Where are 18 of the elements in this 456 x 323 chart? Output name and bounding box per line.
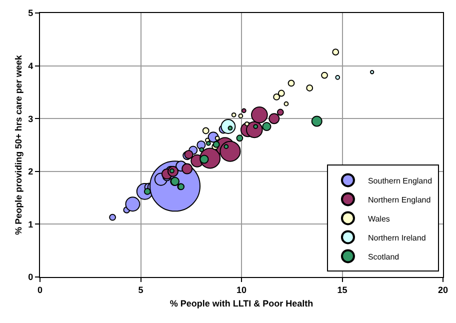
y-axis-title: % People providing 50+ hrs care per week <box>14 54 24 235</box>
x-tick-label: 5 <box>138 284 144 295</box>
x-axis-title: % People with LLTI & Poor Health <box>170 298 314 309</box>
legend-label: Southern England <box>368 176 432 186</box>
x-tick-label: 10 <box>236 284 247 295</box>
legend-label: Northern England <box>368 195 431 204</box>
y-tick-label: 3 <box>28 114 34 124</box>
x-tick-label: 15 <box>337 284 348 295</box>
y-tick-label: 2 <box>28 166 34 177</box>
legend-label: Wales <box>368 214 390 224</box>
x-tick-label: 20 <box>438 284 448 295</box>
y-tick-label: 0 <box>28 272 34 282</box>
x-tick-label: 0 <box>37 284 43 295</box>
legend-label: Scotland <box>368 252 400 262</box>
y-tick-label: 1 <box>28 219 34 230</box>
y-tick-label: 5 <box>28 8 34 18</box>
legend-label: Northern Ireland <box>368 233 426 242</box>
y-tick-label: 4 <box>28 60 34 71</box>
